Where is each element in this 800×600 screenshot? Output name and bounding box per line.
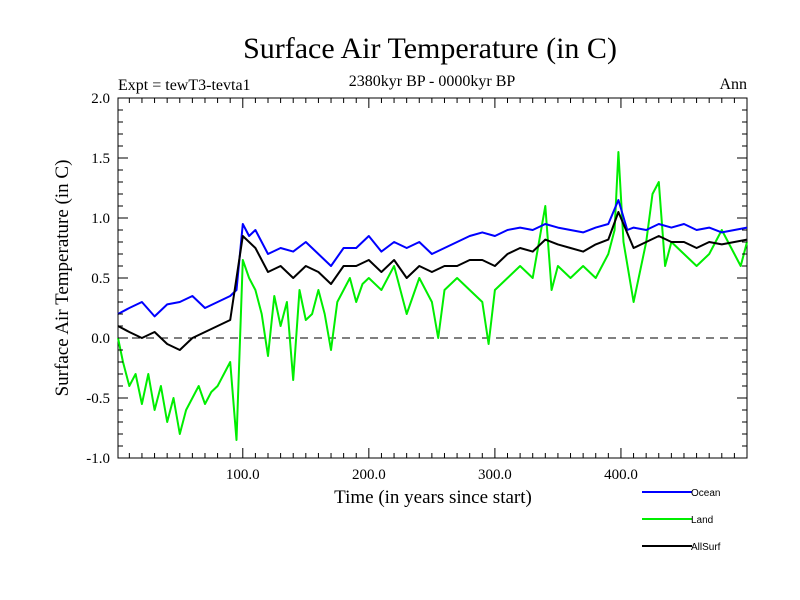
legend: Ocean Land AllSurf: [642, 488, 721, 553]
legend-label-allsurf: AllSurf: [691, 542, 721, 553]
x-axis-title: Time (in years since start): [334, 487, 532, 508]
x-tick-label: 300.0: [478, 467, 512, 483]
y-axis-title: Surface Air Temperature (in C): [52, 160, 73, 397]
chart-title: Surface Air Temperature (in C): [243, 32, 617, 65]
y-tick-label: -1.0: [86, 451, 110, 467]
y-tick-label: 1.0: [91, 211, 110, 227]
x-tick-label: 200.0: [352, 467, 386, 483]
plot-frame: [117, 97, 748, 459]
series-line-ocean: [117, 199, 748, 318]
y-tick-label: 1.5: [91, 151, 110, 167]
legend-label-land: Land: [691, 515, 713, 526]
series-group: [117, 151, 748, 441]
x-tick-label: 400.0: [604, 467, 638, 483]
y-tick-labels: -1.0 -0.5 0.0 0.5 1.0 1.5 2.0: [86, 91, 110, 467]
y-tick-label: 0.0: [91, 331, 110, 347]
experiment-label: Expt = tewT3-tevta1: [118, 77, 251, 94]
legend-label-ocean: Ocean: [691, 488, 720, 499]
y-tick-label: 0.5: [91, 271, 110, 287]
x-tick-label: 100.0: [226, 467, 260, 483]
y-tick-label: 2.0: [91, 91, 110, 107]
series-line-allsurf: [117, 211, 748, 351]
chart-subtitle: 2380kyr BP - 0000kyr BP: [349, 73, 516, 90]
axis-ticks: [118, 98, 747, 458]
season-label: Ann: [719, 76, 747, 93]
series-line-land: [117, 151, 748, 441]
y-tick-label: -0.5: [86, 391, 110, 407]
x-tick-labels: 100.0 200.0 300.0 400.0: [226, 467, 638, 483]
